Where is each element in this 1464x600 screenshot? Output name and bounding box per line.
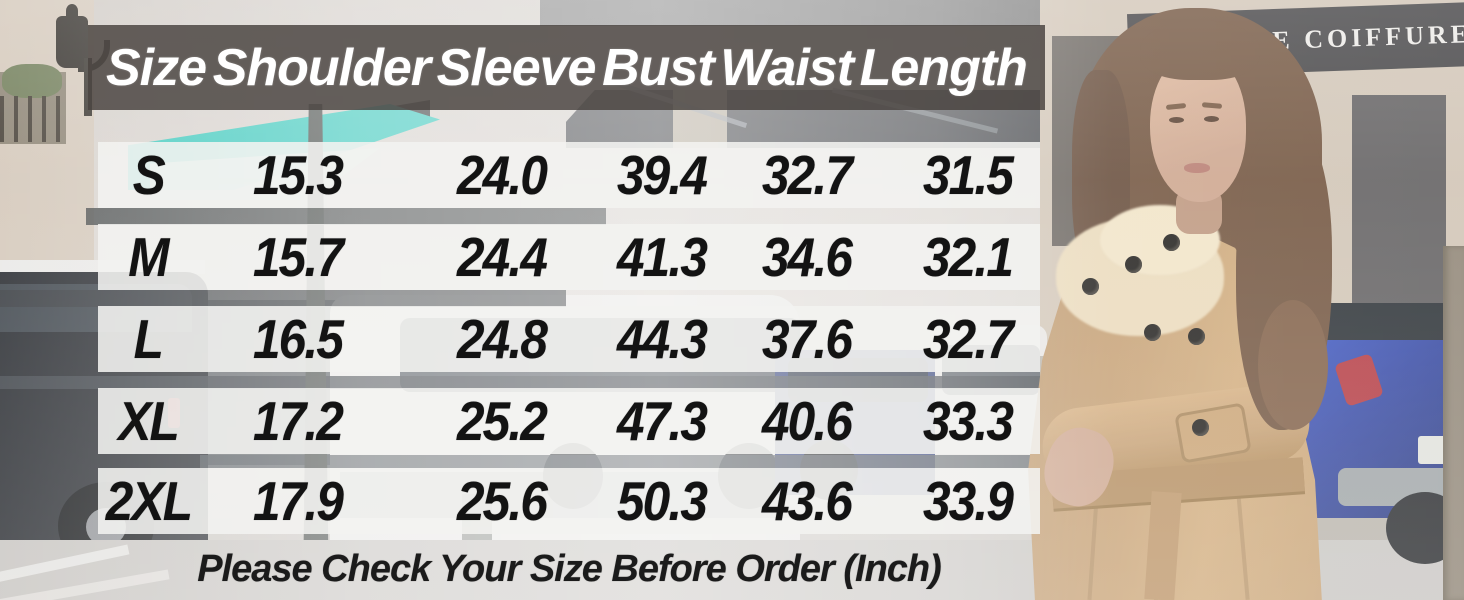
street-lamp-icon [56,16,88,68]
coat-button [1144,324,1161,341]
length-value: 31.5 [923,144,1014,206]
sleeve-value: 24.8 [457,308,548,370]
length-value: 32.7 [923,308,1014,370]
waist-value: 32.7 [762,144,853,206]
size-chart-header: Size Shoulder Sleeve Bust Waist Length [88,25,1045,110]
shoulder-value: 16.5 [253,308,344,370]
waist-value: 37.6 [762,308,853,370]
bust-value: 44.3 [617,308,708,370]
balcony-plants [2,64,62,98]
background-shadow-band [0,290,566,307]
size-label: 2XL [105,470,192,532]
size-label: L [133,308,164,370]
sleeve-value: 24.0 [457,144,548,206]
background-shadow-band [200,455,1046,468]
length-value: 33.9 [923,470,1014,532]
size-label: S [132,144,165,206]
shoulder-value: 15.7 [253,226,344,288]
street-lamp-finial [66,4,78,18]
tree-trunk [1443,246,1464,600]
table-row-l: L 16.5 24.8 44.3 37.6 32.7 [98,306,1040,372]
column-header-size: Size [106,38,207,97]
size-label: M [128,226,169,288]
column-header-sleeve: Sleeve [436,38,597,97]
shoulder-value: 17.2 [253,390,344,452]
background-shadow-band [0,376,1046,389]
bust-value: 39.4 [617,144,708,206]
table-row-m: M 15.7 24.4 41.3 34.6 32.1 [98,224,1040,290]
shoulder-value: 15.3 [253,144,344,206]
size-check-note: Please Check Your Size Before Order (Inc… [197,548,942,590]
model-hair-fringe [1140,20,1260,80]
waist-value: 34.6 [762,226,853,288]
length-value: 33.3 [923,390,1014,452]
model-eye [1169,117,1184,123]
table-row-2xl: 2XL 17.9 25.6 50.3 43.6 33.9 [98,468,1040,534]
model-hair-wave [1258,300,1328,430]
sleeve-value: 24.4 [457,226,548,288]
size-label: XL [118,390,179,452]
awning-top-strip [540,0,1045,26]
bust-value: 47.3 [617,390,708,452]
column-header-bust: Bust [602,38,715,97]
column-header-shoulder: Shoulder [212,38,431,97]
waist-value: 43.6 [762,470,853,532]
sleeve-value: 25.2 [457,390,548,452]
table-row-s: S 15.3 24.0 39.4 32.7 31.5 [98,142,1040,208]
model-eye [1204,116,1219,122]
coat-button [1125,256,1142,273]
sleeve-value: 25.6 [457,470,548,532]
bust-value: 41.3 [617,226,708,288]
column-header-waist: Waist [720,38,854,97]
coat-button [1082,278,1099,295]
bust-value: 50.3 [617,470,708,532]
model-lips [1184,163,1210,173]
coat-button [1188,328,1205,345]
shoulder-value: 17.9 [253,470,344,532]
column-header-length: Length [859,38,1028,97]
storefront-window [1352,95,1446,335]
coat-button [1163,234,1180,251]
background-shadow-band [86,208,606,225]
length-value: 32.1 [923,226,1014,288]
waist-value: 40.6 [762,390,853,452]
balcony-railing [0,96,64,142]
cuff-button [1192,419,1209,436]
table-row-xl: XL 17.2 25.2 47.3 40.6 33.3 [98,388,1040,454]
